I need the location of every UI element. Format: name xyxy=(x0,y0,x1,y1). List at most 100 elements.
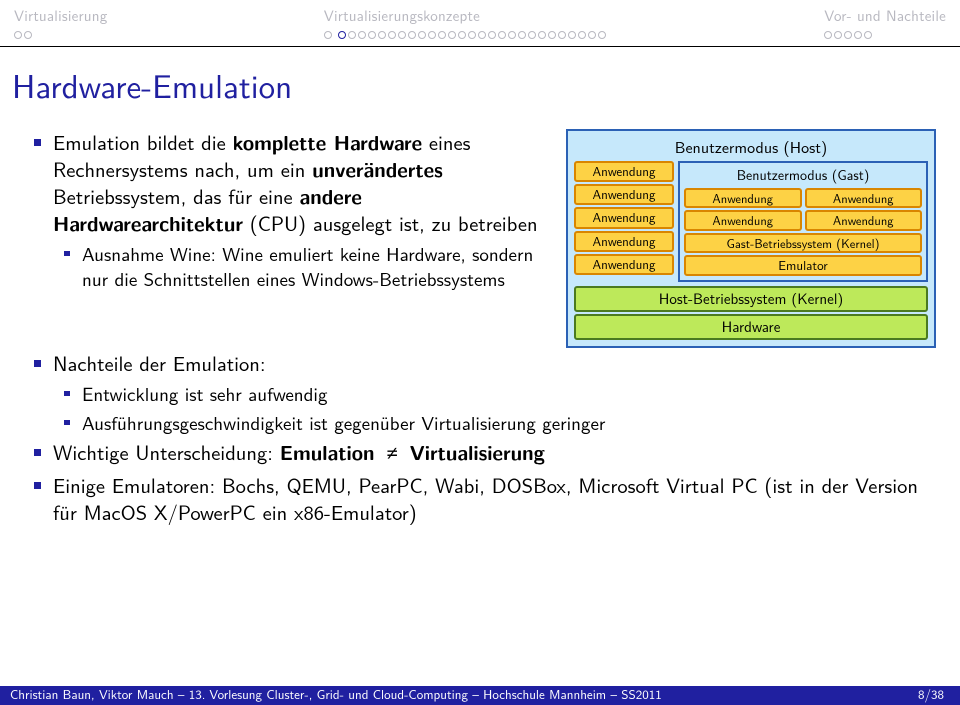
progress-dot[interactable] xyxy=(468,31,476,39)
diagram-emulator: Emulator xyxy=(684,255,922,276)
t: unverändertes xyxy=(312,155,443,184)
bullet-1-text: Emulation bildet die komplette Hardware … xyxy=(53,129,558,237)
bullet-icon xyxy=(64,391,70,396)
diagram-host-kernel-row: Host-Betriebssystem (Kernel) xyxy=(574,286,928,312)
nav-progress-3 xyxy=(824,30,946,40)
progress-dot[interactable] xyxy=(834,31,842,39)
nav-col-2[interactable]: Virtualisierungskonzepte xyxy=(324,4,608,40)
bullet-1: Emulation bildet die komplette Hardware … xyxy=(34,129,558,237)
progress-dot[interactable] xyxy=(478,31,486,39)
progress-dot[interactable] xyxy=(598,31,606,39)
nav-sections: Virtualisierung Virtualisierungskonzepte… xyxy=(0,0,960,40)
progress-dot[interactable] xyxy=(14,31,22,39)
progress-dot[interactable] xyxy=(338,31,346,39)
bullet-1-sub1-text: Ausnahme Wine: Wine emuliert keine Hardw… xyxy=(82,241,558,291)
split-top: Emulation bildet die komplette Hardware … xyxy=(34,129,936,348)
progress-dot[interactable] xyxy=(548,31,556,39)
footer-page: 8/38 xyxy=(918,688,950,703)
progress-dot[interactable] xyxy=(864,31,872,39)
diagram-user-row: AnwendungAnwendungAnwendungAnwendungAnwe… xyxy=(574,161,928,282)
diagram-guest-app: Anwendung xyxy=(805,210,923,231)
bullet-icon xyxy=(64,251,70,256)
nav-sec-1-label: Virtualisierung xyxy=(14,4,107,26)
progress-dot[interactable] xyxy=(498,31,506,39)
bullet-2-sub2-text: Ausführungsgeschwindigkeit ist gegenüber… xyxy=(82,410,936,435)
progress-dot[interactable] xyxy=(408,31,416,39)
bullet-icon xyxy=(34,482,41,489)
progress-dot[interactable] xyxy=(358,31,366,39)
diagram-host-kernel: Host-Betriebssystem (Kernel) xyxy=(574,286,928,312)
progress-dot[interactable] xyxy=(538,31,546,39)
bullet-2-sub1-text: Entwicklung ist sehr aufwendig xyxy=(82,381,936,406)
progress-dot[interactable] xyxy=(458,31,466,39)
nav-sec-2-label: Virtualisierungskonzepte xyxy=(324,4,608,26)
nav-sec-3-label: Vor- und Nachteile xyxy=(824,4,946,26)
progress-dot[interactable] xyxy=(854,31,862,39)
nav-progress-2 xyxy=(324,30,608,40)
footer-lecture: Vorlesung Cluster-, Grid- und Cloud-Comp… xyxy=(205,688,918,703)
progress-dot[interactable] xyxy=(824,31,832,39)
diagram-guest-app: Anwendung xyxy=(684,188,802,209)
progress-dot[interactable] xyxy=(418,31,426,39)
diagram-guest-app-row2: Anwendung Anwendung xyxy=(684,210,922,231)
t: (CPU) ausgelegt ist, zu betreiben xyxy=(243,208,538,238)
t: Betriebssystem, das für eine xyxy=(53,181,299,211)
progress-dot[interactable] xyxy=(578,31,586,39)
diagram-host-panel: Benutzermodus (Host) AnwendungAnwendungA… xyxy=(566,129,936,348)
bullet-4: Einige Emulatoren: Bochs, QEMU, PearPC, … xyxy=(34,472,936,526)
diagram-host-apps: AnwendungAnwendungAnwendungAnwendungAnwe… xyxy=(574,161,674,282)
bullet-icon xyxy=(64,420,70,425)
progress-dot[interactable] xyxy=(588,31,596,39)
bullet-2-text: Nachteile der Emulation: xyxy=(53,350,936,377)
progress-dot[interactable] xyxy=(324,31,332,39)
progress-dot[interactable] xyxy=(558,31,566,39)
nav-progress-1 xyxy=(14,30,107,40)
nav-col-3[interactable]: Vor- und Nachteile xyxy=(824,4,946,40)
bullet-3: Wichtige Unterscheidung: Emulation ≠ Vir… xyxy=(34,439,936,468)
progress-dot[interactable] xyxy=(348,31,356,39)
bullet-4-text: Einige Emulatoren: Bochs, QEMU, PearPC, … xyxy=(53,472,936,526)
t: komplette Hardware xyxy=(233,128,422,157)
progress-dot[interactable] xyxy=(388,31,396,39)
diagram-guest-title: Benutzermodus (Gast) xyxy=(684,166,922,184)
diagram-hardware-row: Hardware xyxy=(574,314,928,340)
bullet-1-sub1: Ausnahme Wine: Wine emuliert keine Hardw… xyxy=(64,241,558,291)
progress-dot[interactable] xyxy=(508,31,516,39)
diagram-guest-panel: Benutzermodus (Gast) Anwendung Anwendung… xyxy=(678,161,928,282)
diagram-host-app: Anwendung xyxy=(574,161,674,182)
progress-dot[interactable] xyxy=(378,31,386,39)
bullet-column: Emulation bildet die komplette Hardware … xyxy=(34,129,566,348)
diagram-hardware: Hardware xyxy=(574,314,928,340)
progress-dot[interactable] xyxy=(568,31,576,39)
bullet-icon xyxy=(34,360,41,367)
t: Wichtige Unterscheidung: xyxy=(53,437,280,467)
progress-dot[interactable] xyxy=(368,31,376,39)
bullet-2: Nachteile der Emulation: xyxy=(34,350,936,377)
diagram-guest-app-row1: Anwendung Anwendung xyxy=(684,188,922,209)
bullet-icon xyxy=(34,139,41,146)
progress-dot[interactable] xyxy=(488,31,496,39)
progress-dot[interactable] xyxy=(438,31,446,39)
bullet-icon xyxy=(34,449,41,456)
t: Emulation bildet die xyxy=(53,127,233,157)
diagram-guest-kernel: Gast-Betriebssystem (Kernel) xyxy=(684,233,922,254)
diagram-host-app: Anwendung xyxy=(574,184,674,205)
content-area: Emulation bildet die komplette Hardware … xyxy=(0,109,960,526)
progress-dot[interactable] xyxy=(518,31,526,39)
bullet-2-sub2: Ausführungsgeschwindigkeit ist gegenüber… xyxy=(64,410,936,435)
diagram-host-title: Benutzermodus (Host) xyxy=(574,136,928,157)
progress-dot[interactable] xyxy=(448,31,456,39)
progress-dot[interactable] xyxy=(398,31,406,39)
footer-authors: Christian Baun, Viktor Mauch – 13. xyxy=(10,688,205,703)
diagram-column: Benutzermodus (Host) AnwendungAnwendungA… xyxy=(566,129,936,348)
nav-col-1[interactable]: Virtualisierung xyxy=(14,4,107,40)
bullet-2-sub1: Entwicklung ist sehr aufwendig xyxy=(64,381,936,406)
diagram-guest-app: Anwendung xyxy=(805,188,923,209)
progress-dot[interactable] xyxy=(24,31,32,39)
diagram-host-app: Anwendung xyxy=(574,231,674,252)
diagram-host-app: Anwendung xyxy=(574,254,674,275)
progress-dot[interactable] xyxy=(528,31,536,39)
progress-dot[interactable] xyxy=(844,31,852,39)
progress-dot[interactable] xyxy=(428,31,436,39)
diagram-host-app: Anwendung xyxy=(574,207,674,228)
